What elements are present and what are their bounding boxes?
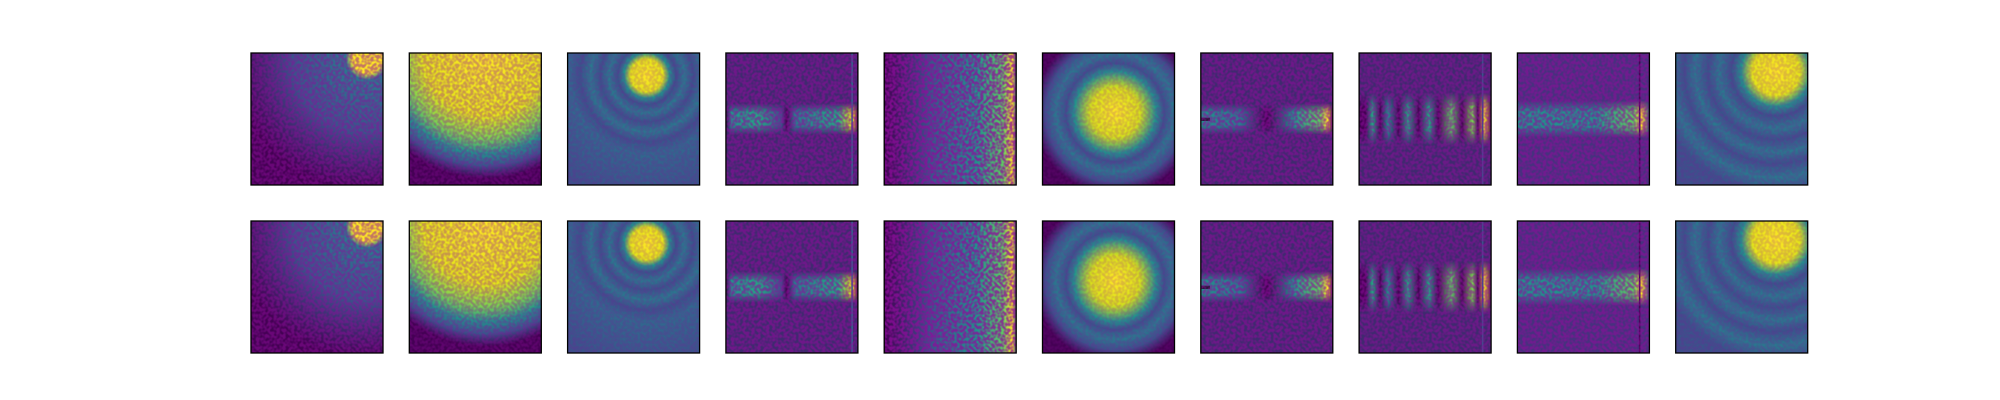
- noise: [1200, 221, 1333, 353]
- panel-frame: [1675, 220, 1809, 354]
- noise: [1042, 53, 1175, 185]
- noise: [251, 53, 383, 185]
- noise: [1359, 221, 1492, 353]
- noise: [409, 221, 542, 353]
- noise: [884, 221, 1017, 353]
- noise: [409, 53, 542, 185]
- image-panel: [567, 221, 700, 353]
- noise: [725, 53, 858, 185]
- image-panel: [1200, 221, 1333, 353]
- image-panel: [567, 53, 700, 185]
- noise: [1042, 221, 1175, 353]
- image-panel: [725, 221, 858, 353]
- noise: [1517, 221, 1650, 353]
- noise: [567, 53, 700, 185]
- image-panel: [1042, 221, 1175, 353]
- panel-frame: [725, 52, 859, 186]
- image-panel: [1675, 53, 1808, 185]
- panel-frame: [250, 220, 384, 354]
- noise: [1675, 221, 1808, 353]
- panel-frame: [250, 52, 384, 186]
- panel-frame: [725, 220, 859, 354]
- panel-frame: [883, 52, 1017, 186]
- image-panel: [251, 221, 383, 353]
- panel-frame: [1358, 220, 1492, 354]
- panel-frame: [1200, 220, 1334, 354]
- panel-frame: [883, 220, 1017, 354]
- image-panel: [409, 221, 542, 353]
- noise: [1517, 53, 1650, 185]
- panel-frame: [1041, 220, 1176, 354]
- panel-frame: [408, 220, 542, 354]
- image-panel: [1517, 221, 1650, 353]
- image-panel: [1675, 221, 1808, 353]
- image-panel: [1042, 53, 1175, 185]
- image-panel: [884, 53, 1017, 185]
- image-panel: [1517, 53, 1650, 185]
- image-panel: [1359, 221, 1492, 353]
- panel-frame: [1041, 52, 1176, 186]
- image-panel: [725, 53, 858, 185]
- panel-frame: [1358, 52, 1492, 186]
- image-panel: [1359, 53, 1492, 185]
- panel-frame: [566, 220, 701, 354]
- panel-frame: [1516, 220, 1651, 354]
- panel-frame: [566, 52, 701, 186]
- image-panel: [251, 53, 383, 185]
- noise: [1200, 53, 1333, 185]
- noise: [251, 221, 383, 353]
- panel-frame: [1675, 52, 1809, 186]
- noise: [1675, 53, 1808, 185]
- noise: [725, 221, 858, 353]
- noise: [884, 53, 1017, 185]
- image-panel: [409, 53, 542, 185]
- noise: [567, 221, 700, 353]
- panel-frame: [408, 52, 542, 186]
- noise: [1359, 53, 1492, 185]
- image-panel: [1200, 53, 1333, 185]
- panel-frame: [1200, 52, 1334, 186]
- panel-frame: [1516, 52, 1651, 186]
- image-panel: [884, 221, 1017, 353]
